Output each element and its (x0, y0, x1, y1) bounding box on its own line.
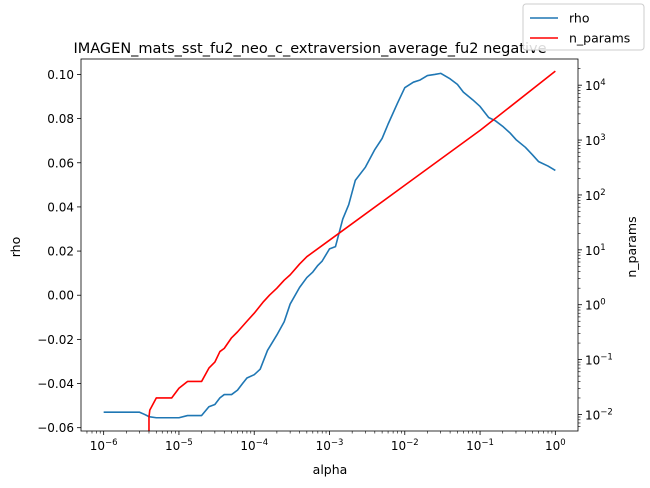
y-tick-label-7: 0.08 (47, 112, 74, 126)
y2-tick-label-1: 10−1 (585, 353, 613, 368)
x-tick-label-3: 10−3 (316, 438, 344, 453)
y-axis-label: rho (8, 237, 23, 258)
series-layer (103, 70, 556, 431)
y-tick-label-1: −0.04 (37, 377, 74, 391)
x-tick-label-2: 10−4 (240, 438, 268, 453)
series-line-n-params (148, 70, 556, 431)
y-tick-label-0: −0.06 (37, 421, 74, 435)
y-tick-label-8: 0.10 (47, 68, 74, 82)
legend-label-n-params: n_params (569, 31, 630, 46)
x-axis-label: alpha (313, 462, 348, 477)
y2-tick-label-0: 10−2 (585, 407, 613, 422)
y2-tick-label-3: 101 (585, 243, 606, 258)
y2-tick-label-6: 104 (585, 78, 606, 93)
tick-layer: 10−6 10−5 10−4 10−3 10−2 10−1 100 −0.06 −0.04 −0.… (37, 68, 613, 453)
series-line-rho (103, 72, 556, 419)
x-tick-label-0: 10−6 (90, 438, 118, 453)
y-tick-label-5: 0.04 (47, 200, 74, 214)
y-tick-label-3: 0.00 (47, 289, 74, 303)
y2-tick-label-2: 100 (585, 298, 606, 313)
chart-title: IMAGEN_mats_sst_fu2_neo_c_extraversion_a… (73, 41, 546, 57)
y-tick-label-4: 0.02 (47, 245, 74, 259)
x-tick-label-4: 10−2 (391, 438, 419, 453)
x-tick-label-5: 10−1 (466, 438, 494, 453)
legend: rho n_params (522, 3, 645, 51)
plot-frame (80, 58, 579, 432)
x-tick-label-6: 100 (545, 438, 566, 453)
y-tick-label-6: 0.06 (47, 156, 74, 170)
y-tick-label-2: −0.02 (37, 333, 74, 347)
legend-label-rho: rho (569, 11, 590, 26)
y2-tick-label-4: 102 (585, 188, 606, 203)
x-tick-label-1: 10−5 (165, 438, 193, 453)
y2-tick-label-5: 103 (585, 133, 606, 148)
y2-axis-label: n_params (624, 216, 639, 277)
